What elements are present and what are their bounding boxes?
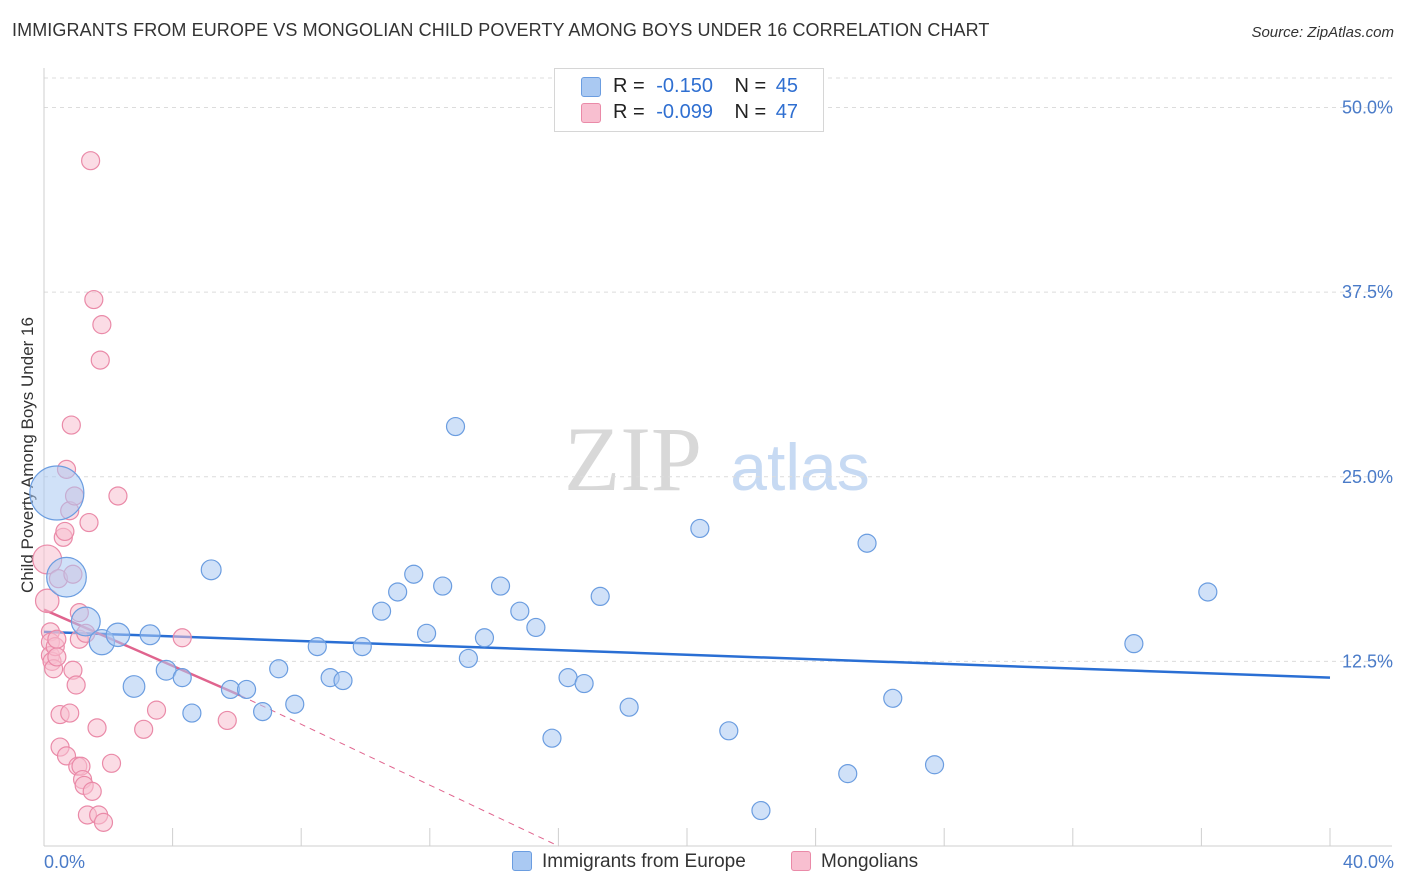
mongolians-point (108, 486, 128, 506)
legend-r-value-mongolians: -0.099 (656, 101, 713, 123)
europe-point (445, 416, 466, 437)
legend-n-value-mongolians: 47 (775, 101, 799, 123)
europe-point (719, 721, 739, 741)
europe-point (285, 694, 305, 714)
europe-point (510, 601, 530, 621)
europe-point (838, 764, 858, 784)
europe-point (155, 659, 177, 681)
mongolians-point (93, 812, 114, 832)
europe-point (883, 688, 903, 708)
europe-point (590, 586, 610, 607)
europe-point (139, 624, 161, 646)
bottom-legend-swatch-europe (512, 851, 532, 871)
mongolians-point (92, 315, 112, 335)
trend-line-europe (43, 630, 1331, 679)
europe-point (236, 679, 257, 700)
mongolians-point (87, 718, 107, 738)
europe-point (388, 582, 408, 602)
source-credit: Source: ZipAtlas.com (1251, 24, 1394, 41)
europe-point (1124, 634, 1144, 654)
europe-point (490, 576, 511, 596)
europe-point (404, 564, 424, 584)
europe-point (29, 465, 85, 521)
europe-point (70, 606, 101, 637)
europe-point (172, 668, 192, 688)
europe-point (526, 617, 546, 638)
europe-point (220, 679, 241, 700)
mongolians-point (55, 521, 75, 542)
watermark-zip: ZIP (564, 408, 702, 510)
mongolians-point (90, 350, 110, 370)
mongolians-point (60, 703, 80, 723)
europe-point (269, 659, 289, 679)
europe-point (619, 697, 639, 717)
mongolians-point (66, 675, 86, 695)
mongolians-point (134, 719, 154, 739)
europe-point (458, 648, 478, 669)
mongolians-point (47, 647, 67, 667)
legend-n-label: N = (734, 101, 767, 123)
mongolians-point (34, 588, 60, 614)
europe-point (307, 637, 327, 657)
legend-n-value-europe: 45 (775, 75, 799, 97)
europe-point (558, 668, 578, 688)
bottom-legend-swatch-mongolians (791, 851, 811, 871)
europe-point (1198, 582, 1218, 602)
legend-r-label: R = (613, 101, 645, 123)
legend-r-value-europe: -0.150 (656, 75, 713, 97)
bottom-legend-label-mongolians: Mongolians (821, 851, 919, 872)
y-tick-label: 12.5% (1342, 651, 1393, 671)
chart-title: IMMIGRANTS FROM EUROPE VS MONGOLIAN CHIL… (12, 20, 990, 40)
europe-point (474, 628, 495, 648)
stats-legend: R = -0.150 N = 45 R = -0.099 N = 47 (554, 68, 824, 132)
legend-swatch-europe (581, 77, 601, 97)
legend-n-label: N = (734, 75, 767, 97)
europe-point (690, 518, 710, 539)
mongolians-point (146, 700, 167, 720)
legend-swatch-mongolians (581, 103, 601, 123)
europe-point (105, 622, 131, 648)
europe-point (416, 623, 437, 643)
mongolians-point (101, 753, 122, 773)
watermark-atlas: atlas (730, 430, 869, 504)
mongolians-point (82, 781, 102, 801)
europe-point (200, 559, 222, 581)
y-tick-label: 50.0% (1342, 98, 1393, 118)
y-tick-label: 37.5% (1342, 282, 1393, 302)
mongolians-point (61, 415, 81, 435)
europe-point (182, 703, 202, 723)
trend-line-mongolians-extrapolated (239, 694, 559, 847)
europe-point (574, 673, 594, 694)
europe-point (924, 755, 945, 775)
bottom-legend-mongolians: Mongolians (791, 851, 918, 873)
mongolians-point (84, 289, 104, 310)
europe-point (751, 800, 771, 821)
y-tick-label: 25.0% (1342, 467, 1393, 487)
europe-point (253, 701, 273, 722)
europe-point (371, 601, 392, 621)
europe-point (46, 556, 87, 598)
legend-r-label: R = (613, 75, 645, 97)
europe-point (542, 728, 562, 748)
mongolians-point (172, 628, 192, 648)
europe-point (352, 637, 372, 657)
mongolians-point (79, 512, 99, 533)
x-tick-label-min: 0.0% (44, 852, 86, 872)
bottom-legend-europe: Immigrants from Europe (512, 851, 746, 873)
x-tick-label-max: 40.0% (1342, 852, 1394, 872)
bottom-legend-label-europe: Immigrants from Europe (542, 851, 746, 872)
europe-point (857, 533, 877, 553)
mongolians-point (47, 629, 67, 649)
europe-point (333, 670, 353, 691)
europe-point (433, 576, 453, 596)
mongolians-point (81, 151, 101, 171)
mongolians-point (217, 710, 237, 731)
europe-point (122, 675, 146, 698)
